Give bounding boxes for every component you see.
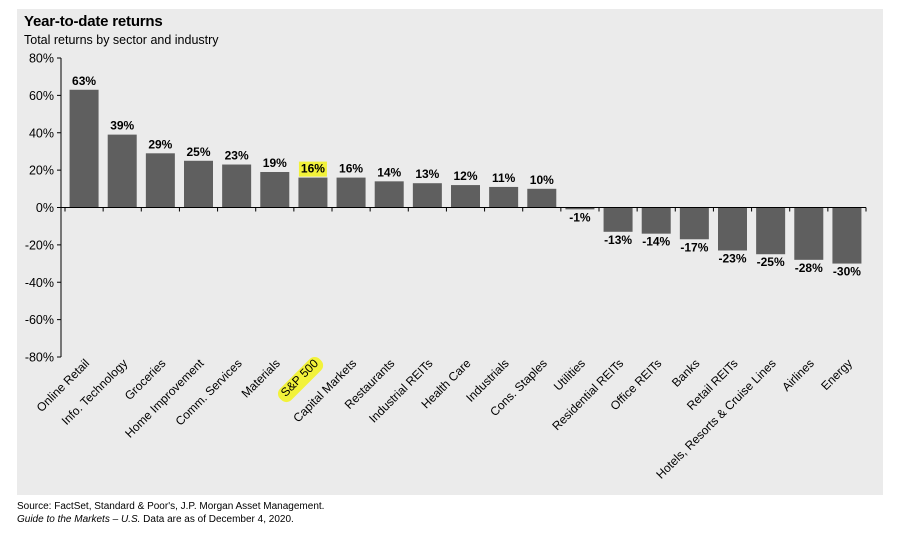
y-tick-label: -20% — [25, 238, 54, 252]
footer-guide-title: Guide to the Markets – U.S. — [17, 514, 141, 525]
bar-value-label: -25% — [757, 255, 785, 269]
bar — [222, 164, 252, 208]
bar — [832, 207, 862, 264]
bar-value-label: 29% — [148, 137, 172, 151]
bar — [565, 207, 595, 210]
bar — [527, 188, 557, 208]
bar — [336, 177, 366, 208]
bar-value-label: -14% — [642, 235, 670, 249]
y-tick-label: 60% — [29, 89, 54, 103]
bar-value-label: 14% — [377, 165, 401, 179]
bar — [489, 186, 519, 208]
category-label: Banks — [669, 356, 702, 389]
bar-value-label: -30% — [833, 265, 861, 279]
category-label: Airlines — [779, 356, 817, 394]
category-label: Comm. Services — [173, 356, 245, 428]
y-tick-label: 40% — [29, 126, 54, 140]
bar — [679, 207, 709, 240]
bar-value-label: 39% — [110, 119, 134, 133]
bar — [69, 89, 99, 208]
category-label: Info. Technology — [59, 356, 131, 428]
footer-note: Guide to the Markets – U.S. Data are as … — [17, 514, 294, 525]
highlight-marker — [277, 356, 324, 403]
bar-value-label: -13% — [604, 233, 632, 247]
chart-title: Year-to-date returns — [24, 13, 163, 30]
chart-panel — [17, 9, 883, 495]
bar-value-label: 19% — [263, 156, 287, 170]
bar — [260, 171, 290, 208]
category-label: Materials — [239, 356, 283, 400]
y-tick-label: 80% — [29, 52, 54, 66]
y-tick-label: -60% — [25, 313, 54, 327]
bar — [184, 160, 213, 208]
chart-subtitle: Total returns by sector and industry — [24, 33, 219, 47]
bar — [641, 207, 671, 234]
bar-value-label: 16% — [301, 162, 325, 176]
bar-value-label: 10% — [530, 173, 554, 187]
y-tick-label: -40% — [25, 276, 54, 290]
bar — [374, 181, 404, 208]
category-label: Utilities — [551, 356, 588, 393]
bar — [603, 207, 633, 232]
bar — [298, 177, 328, 208]
bar — [107, 134, 137, 208]
bar — [794, 207, 824, 260]
bar — [145, 153, 175, 208]
highlight-marker — [298, 161, 327, 177]
bar-value-label: 13% — [415, 167, 439, 181]
bar — [451, 185, 480, 208]
footer-source: Source: FactSet, Standard & Poor's, J.P.… — [17, 501, 325, 512]
bar-value-label: -28% — [795, 261, 823, 275]
bar-value-label: 11% — [492, 171, 516, 185]
footer-date: Data are as of December 4, 2020. — [140, 514, 294, 525]
y-tick-label: 20% — [29, 164, 54, 178]
bar-value-label: -1% — [569, 210, 591, 224]
bar-value-label: -17% — [680, 240, 708, 254]
bar-value-label: 63% — [72, 74, 96, 88]
bar-value-label: 23% — [225, 149, 249, 163]
bar — [718, 207, 747, 251]
bar-value-label: 25% — [186, 145, 210, 159]
bar — [412, 183, 442, 208]
bar-value-label: -23% — [718, 251, 746, 265]
bar — [756, 207, 786, 255]
y-tick-label: 0% — [36, 201, 54, 215]
bar-value-label: 16% — [339, 162, 363, 176]
bar-value-label: 12% — [453, 169, 477, 183]
category-label: Energy — [818, 356, 855, 393]
y-tick-label: -80% — [25, 351, 54, 365]
